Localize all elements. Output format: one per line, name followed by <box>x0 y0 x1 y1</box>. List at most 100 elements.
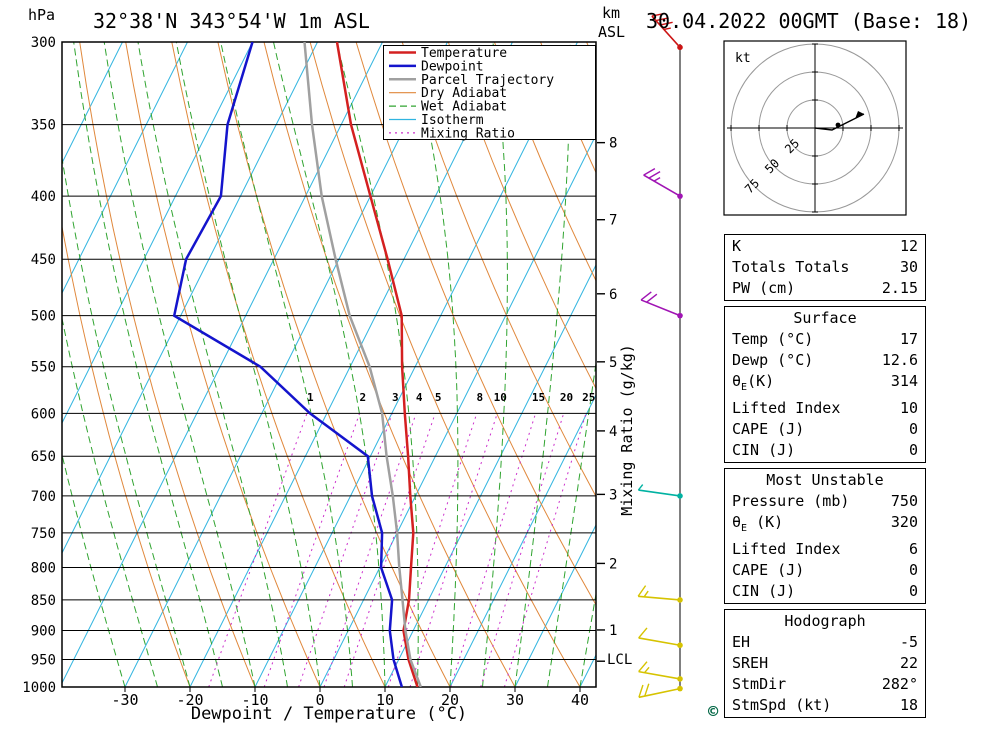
km-tick-label: 1 <box>609 623 617 639</box>
temp-tick-label: -10 <box>241 691 268 709</box>
wind-barb <box>638 683 683 699</box>
legend-label: Dry Adiabat <box>421 86 507 101</box>
isotherm-line <box>62 42 123 165</box>
sounding-curves <box>172 42 422 687</box>
dewpoint-curve <box>172 42 404 687</box>
pressure-tick-label: 750 <box>31 526 56 542</box>
mixing-ratio-label: 10 <box>494 391 507 404</box>
table-most-unstable: Most Unstable Pressure (mb) 750 θE (K) 320 Li… <box>724 468 926 604</box>
table-row: Temp (°C) 17 <box>732 329 918 350</box>
wind-barb-half-feather <box>644 666 650 674</box>
hodograph-trace <box>814 113 865 131</box>
temp-tick-label: 30 <box>506 691 524 709</box>
table-indices: K 12 Totals Totals 30 PW (cm) 2.15 <box>724 234 926 301</box>
wind-barb-feather <box>643 168 656 176</box>
table-header: Hodograph <box>784 612 866 630</box>
legend-label: Wet Adiabat <box>421 100 507 115</box>
wind-barb-feather <box>640 291 652 301</box>
table-row: CIN (J) 0 <box>732 581 918 602</box>
pressure-tick-label: 300 <box>31 35 56 51</box>
wind-barb-feather <box>638 684 644 698</box>
km-tick-label: 2 <box>609 556 617 572</box>
legend-box <box>383 45 596 140</box>
table-row: CIN (J) 0 <box>732 440 918 461</box>
wind-barb <box>643 168 683 199</box>
pressure-tick-label: 550 <box>31 360 56 376</box>
wet-adiabat-line <box>62 452 126 687</box>
table-row-value: 282° <box>881 675 918 693</box>
wet-adiabat-line <box>175 42 321 687</box>
table-row-label: CAPE (J) <box>732 420 805 438</box>
table-row-label: θE(K) <box>732 372 775 393</box>
mixing-ratio-label: 4 <box>416 391 423 404</box>
table-row-label: CIN (J) <box>732 582 796 600</box>
wind-profile <box>637 12 683 699</box>
table-row-value: 0 <box>908 420 918 438</box>
isotherm-line <box>514 523 596 687</box>
isotherm-line <box>449 393 596 687</box>
wind-barb-feather <box>648 171 661 179</box>
table-row-value: 30 <box>899 258 918 276</box>
table-row-value: 17 <box>899 330 918 348</box>
wind-barb <box>638 661 683 682</box>
table-row: StmDir 282° <box>732 674 918 695</box>
hodograph-point <box>835 122 841 128</box>
wet-adiabat-line <box>137 42 288 687</box>
isotherm-line <box>62 42 318 555</box>
mixing-ratio-label: 5 <box>435 391 442 404</box>
wind-barb-half-feather <box>643 590 649 598</box>
table-row-label: θE (K) <box>732 513 784 534</box>
mixing-ratio-label: 2 <box>359 391 366 404</box>
table-row-label: Totals Totals <box>732 258 850 276</box>
table-row-value: 6 <box>908 540 918 558</box>
dry-adiabat-line <box>125 42 321 687</box>
table-row-value: 10 <box>899 399 918 417</box>
wind-barb-feather <box>655 17 669 22</box>
pressure-tick-label: 850 <box>31 593 56 609</box>
wet-adiabat-line <box>73 42 223 687</box>
hodograph-arrowhead <box>855 111 864 119</box>
wind-barb-feather <box>638 661 648 673</box>
mixing-ratio-line <box>208 413 308 687</box>
km-tick-label: 3 <box>609 487 617 503</box>
km-unit-label: km <box>602 4 620 22</box>
mixing-ratio-line <box>387 413 478 687</box>
table-row: Totals Totals 30 <box>732 257 918 278</box>
wet-adiabat-line <box>62 154 191 687</box>
table-row-label: Temp (°C) <box>732 330 814 348</box>
table-row-label: SREH <box>732 654 769 672</box>
pressure-tick-label: 800 <box>31 560 56 576</box>
table-row: Dewp (°C) 12.6 <box>732 350 918 371</box>
isotherm-line <box>62 42 188 295</box>
isotherm-line <box>319 133 596 687</box>
table-row: θE (K) 320 <box>732 512 918 539</box>
table-row-label: PW (cm) <box>732 279 796 297</box>
wind-barb-shaft <box>638 670 681 680</box>
wind-barb-shaft <box>638 637 681 647</box>
table-row-label: StmSpd (kt) <box>732 696 832 714</box>
table-row-value: -5 <box>899 633 918 651</box>
mixing-ratio-label: 1 <box>307 391 314 404</box>
table-row-value: 0 <box>908 441 918 459</box>
pressure-tick-label: 900 <box>31 624 56 640</box>
table-row: SREH 22 <box>732 653 918 674</box>
mixing-ratio-line <box>323 413 417 687</box>
mixing-ratio-line <box>480 413 565 687</box>
km-tick-label: 6 <box>609 287 617 303</box>
wind-barb-feather <box>646 293 658 303</box>
wind-barb-feather <box>638 627 648 639</box>
asl-unit-label: ASL <box>598 23 625 41</box>
legend-label: Dewpoint <box>421 59 484 74</box>
station-title: 32°38'N 343°54'W 1m ASL <box>93 9 370 33</box>
km-tick-label: 5 <box>609 355 617 371</box>
wind-barb-feather <box>644 683 650 697</box>
x-axis-label: Dewpoint / Temperature (°C) <box>191 704 467 724</box>
wind-barb <box>640 291 683 319</box>
table-row-value: 314 <box>890 372 918 390</box>
table-row-value: 0 <box>908 582 918 600</box>
mixing-ratio-line <box>343 413 436 687</box>
table-row-value: 12.6 <box>881 351 918 369</box>
temp-tick-label: 40 <box>571 691 589 709</box>
